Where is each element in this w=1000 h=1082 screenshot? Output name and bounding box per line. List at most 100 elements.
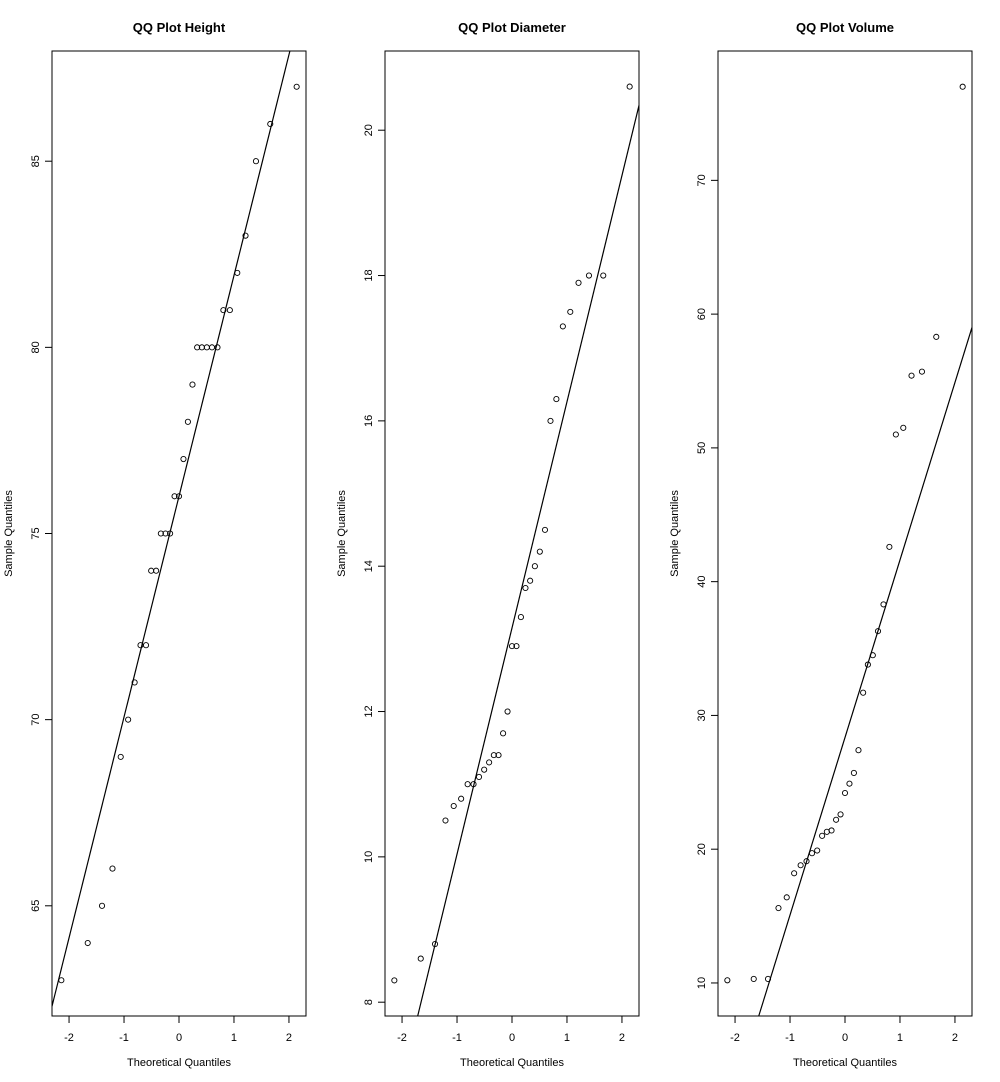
x-tick-label: -1 bbox=[119, 1032, 129, 1044]
data-point bbox=[874, 628, 882, 635]
data-point bbox=[531, 563, 538, 570]
data-point bbox=[886, 543, 893, 550]
data-point bbox=[293, 83, 300, 90]
x-tick-label: -2 bbox=[397, 1032, 407, 1044]
x-tick-label: 2 bbox=[952, 1032, 958, 1044]
data-point bbox=[933, 333, 940, 340]
data-point bbox=[860, 689, 867, 696]
x-tick-label: 2 bbox=[619, 1032, 625, 1044]
data-point bbox=[486, 759, 493, 766]
data-point bbox=[142, 642, 150, 649]
data-point bbox=[791, 870, 798, 877]
data-point bbox=[252, 158, 260, 165]
data-point bbox=[470, 781, 477, 788]
qq-panel-3: QQ Plot Volume Theoretical Quantiles Sampl… bbox=[669, 20, 973, 1069]
chart-title: QQ Plot Height bbox=[133, 20, 226, 35]
x-tick-label: -1 bbox=[452, 1032, 462, 1044]
x-tick-label: 0 bbox=[842, 1032, 848, 1044]
data-point bbox=[391, 977, 398, 984]
y-tick-label: 40 bbox=[696, 576, 708, 588]
data-point bbox=[226, 307, 233, 314]
plot-frame bbox=[717, 50, 973, 1017]
data-point bbox=[458, 795, 465, 802]
data-point bbox=[864, 661, 871, 668]
chart-title: QQ Plot Volume bbox=[796, 20, 894, 35]
x-tick-label: -2 bbox=[64, 1032, 74, 1044]
qq-reference-line bbox=[51, 50, 291, 1007]
x-tick-label: -1 bbox=[785, 1032, 795, 1044]
data-point bbox=[585, 272, 593, 279]
data-point bbox=[148, 567, 155, 574]
data-point bbox=[131, 679, 138, 686]
y-tick-label: 50 bbox=[696, 442, 708, 454]
data-point bbox=[214, 344, 221, 351]
data-point bbox=[504, 708, 511, 715]
x-tick-label: 1 bbox=[231, 1032, 237, 1044]
x-tick-label: 1 bbox=[897, 1032, 903, 1044]
data-point bbox=[833, 816, 840, 823]
data-point bbox=[541, 526, 549, 533]
y-tick-label: 75 bbox=[30, 527, 42, 539]
data-point bbox=[153, 567, 160, 574]
data-point bbox=[450, 802, 457, 810]
data-point bbox=[84, 939, 91, 947]
data-point bbox=[819, 832, 826, 839]
y-tick-label: 14 bbox=[363, 560, 375, 572]
data-point bbox=[959, 83, 966, 90]
data-point bbox=[841, 789, 849, 797]
data-point bbox=[431, 941, 439, 948]
data-point bbox=[855, 747, 862, 754]
y-tick-label: 8 bbox=[363, 999, 375, 1005]
y-tick-label: 20 bbox=[363, 124, 375, 136]
chart-title: QQ Plot Diameter bbox=[458, 20, 566, 35]
y-tick-label: 80 bbox=[30, 341, 42, 353]
y-tick-label: 16 bbox=[363, 415, 375, 427]
data-point bbox=[626, 83, 633, 90]
y-tick-label: 65 bbox=[30, 900, 42, 912]
data-point bbox=[171, 493, 178, 500]
data-point bbox=[880, 601, 887, 608]
data-point bbox=[117, 753, 124, 760]
y-tick-label: 70 bbox=[696, 174, 708, 186]
data-point bbox=[184, 418, 191, 425]
data-point bbox=[600, 272, 607, 279]
data-point bbox=[575, 279, 582, 286]
data-point bbox=[242, 232, 249, 239]
data-point bbox=[513, 643, 520, 650]
data-point bbox=[828, 827, 835, 834]
y-axis-label: Sample Quantiles bbox=[669, 490, 681, 577]
data-point bbox=[559, 323, 566, 330]
data-point bbox=[803, 858, 810, 865]
data-point bbox=[918, 368, 926, 375]
data-point bbox=[125, 716, 132, 723]
qq-reference-line bbox=[417, 105, 640, 1017]
data-point bbox=[553, 396, 560, 403]
y-tick-label: 30 bbox=[696, 709, 708, 721]
data-point bbox=[508, 643, 516, 650]
y-tick-label: 12 bbox=[363, 705, 375, 717]
data-point bbox=[208, 344, 216, 351]
data-point bbox=[892, 431, 899, 438]
x-axis-label: Theoretical Quantiles bbox=[793, 1057, 897, 1069]
y-axis-label: Sample Quantiles bbox=[336, 490, 348, 577]
data-point bbox=[750, 975, 757, 982]
data-point bbox=[203, 344, 210, 351]
y-tick-label: 20 bbox=[696, 843, 708, 855]
x-tick-label: 1 bbox=[564, 1032, 570, 1044]
data-point bbox=[495, 752, 502, 759]
data-point bbox=[58, 977, 65, 984]
y-tick-label: 10 bbox=[696, 977, 708, 989]
data-point bbox=[442, 817, 449, 824]
data-point bbox=[464, 781, 471, 788]
data-point bbox=[908, 372, 915, 379]
data-point bbox=[417, 955, 424, 962]
plot-frame bbox=[51, 50, 307, 1017]
data-point bbox=[869, 652, 876, 659]
x-tick-label: 0 bbox=[509, 1032, 515, 1044]
data-point bbox=[98, 902, 106, 909]
data-point bbox=[481, 766, 488, 773]
data-point bbox=[797, 862, 804, 869]
data-point bbox=[267, 120, 274, 128]
data-point bbox=[500, 730, 507, 737]
